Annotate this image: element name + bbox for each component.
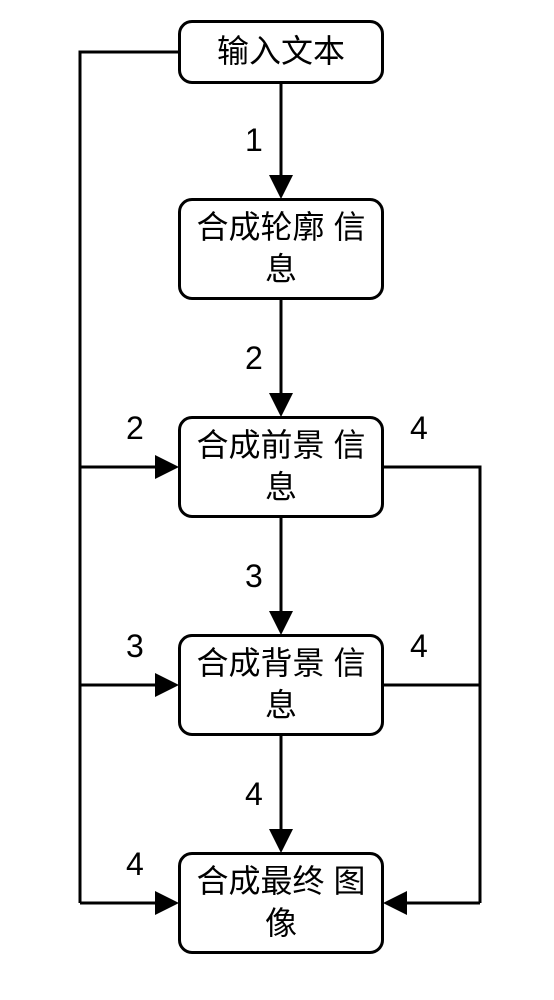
edge-label-2b: 2 — [126, 410, 144, 447]
node-input: 输入文本 — [178, 20, 384, 84]
edge-label-1: 1 — [245, 122, 263, 159]
edge-label-4c: 4 — [410, 628, 428, 665]
node-final: 合成最终 图像 — [178, 852, 384, 954]
edge-label-4b: 4 — [245, 776, 263, 813]
node-background: 合成背景 信息 — [178, 634, 384, 736]
edge-label-4a: 4 — [410, 410, 428, 447]
node-foreground: 合成前景 信息 — [178, 416, 384, 518]
edge-label-4d: 4 — [126, 846, 144, 883]
edge-label-3a: 3 — [245, 558, 263, 595]
edge-label-3b: 3 — [126, 628, 144, 665]
node-contour: 合成轮廓 信息 — [178, 198, 384, 300]
edge-label-2a: 2 — [245, 340, 263, 377]
